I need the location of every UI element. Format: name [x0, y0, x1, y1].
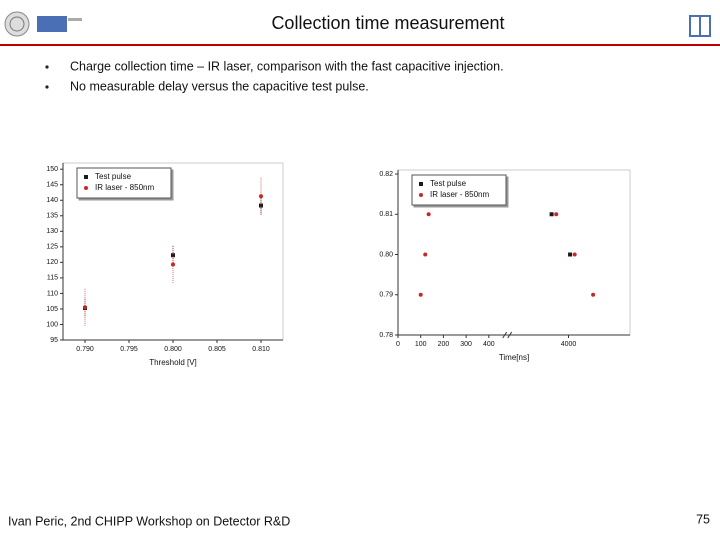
legend-marker: [419, 193, 423, 197]
legend-box: [76, 167, 172, 199]
x-tick-label: 0: [396, 341, 400, 348]
y-tick-label: 0.81: [379, 211, 393, 218]
legend-marker: [419, 182, 423, 186]
x-axis-label: Threshold [V]: [149, 358, 197, 367]
bullet-text: Charge collection time – IR laser, compa…: [70, 59, 504, 73]
x-tick-label: 0.805: [208, 346, 226, 353]
x-tick-label: 200: [438, 341, 450, 348]
y-tick-label: 150: [46, 166, 58, 173]
point: [171, 262, 175, 267]
x-tick-label: 0.810: [252, 346, 270, 353]
x-tick-label: 100: [415, 341, 427, 348]
point: [171, 253, 175, 258]
y-tick-label: 135: [46, 213, 58, 220]
y-tick-label: 145: [46, 182, 58, 189]
y-tick-label: 0.79: [379, 292, 393, 299]
legend-label: IR laser - 850nm: [430, 190, 489, 199]
chart: 0.78 0.79 0.80 0.81 0.82 0 100 200 300 400 4000 Tim…: [379, 169, 631, 362]
y-tick-label: 115: [47, 275, 58, 282]
y-tick-label: 140: [46, 197, 58, 204]
footer-text: Ivan Peric, 2nd CHIPP Workshop on Detect…: [8, 514, 290, 528]
point: [259, 203, 263, 208]
legend-label: Test pulse: [95, 172, 132, 181]
point: [83, 305, 87, 310]
y-tick-label: 0.82: [379, 171, 393, 178]
legend-label: Test pulse: [430, 179, 467, 188]
x-tick-label: 0.800: [164, 346, 182, 353]
y-tick-label: 130: [46, 228, 58, 235]
y-tick-label: 105: [46, 306, 58, 313]
legend-box: [411, 174, 507, 206]
point: [549, 212, 554, 217]
y-tick-label: 0.78: [379, 332, 393, 339]
x-tick-label: 300: [460, 341, 472, 348]
y-tick-label: 120: [46, 259, 58, 266]
point: [259, 194, 263, 199]
y-tick-label: 110: [47, 290, 58, 297]
page-number: 75: [696, 512, 710, 526]
y-tick-label: 125: [46, 244, 58, 251]
logo-right: [689, 15, 711, 37]
legend-marker: [84, 186, 88, 190]
point: [426, 212, 431, 217]
x-tick-label: 400: [483, 341, 495, 348]
x-axis-label: Time[ns]: [499, 353, 529, 362]
point: [568, 252, 573, 257]
legend-marker: [84, 175, 88, 179]
x-tick-label: 0.790: [76, 346, 94, 353]
point: [418, 292, 423, 297]
bullet: [45, 65, 49, 69]
point: [591, 292, 596, 297]
y-tick-label: 95: [50, 337, 58, 344]
slide-title: Collection time measurement: [271, 13, 504, 33]
point: [572, 252, 577, 257]
logo: [4, 11, 82, 37]
x-tick-label: 4000: [561, 341, 577, 348]
y-tick-label: 0.80: [379, 251, 393, 258]
point: [554, 212, 559, 217]
bullet: [45, 85, 49, 89]
chart: 95 100 105 110 115 120 125 130 135 140 145 150 0.790…: [46, 162, 284, 367]
point: [423, 252, 428, 257]
bullet-text: No measurable delay versus the capacitiv…: [70, 79, 369, 93]
legend-label: IR laser - 850nm: [95, 183, 154, 192]
y-tick-label: 100: [46, 321, 58, 328]
x-tick-label: 0.795: [120, 346, 138, 353]
